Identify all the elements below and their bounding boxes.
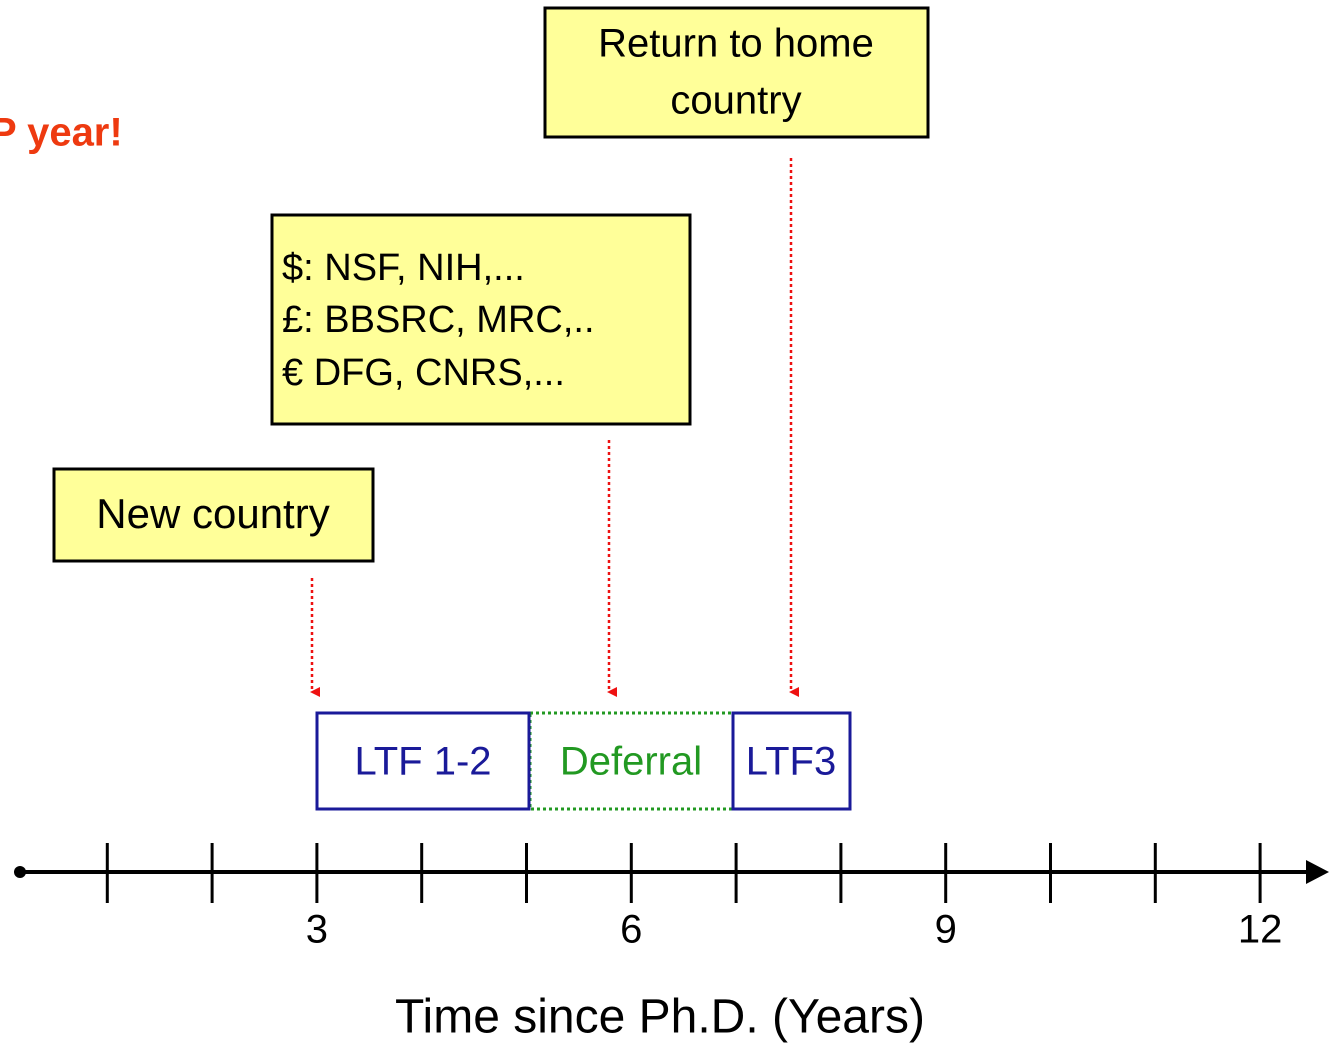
callout-box (52, 467, 375, 563)
axis-arrow (1306, 860, 1329, 884)
callout-text: $: NSF, NIH,... (282, 247, 525, 289)
title: P year! (0, 111, 123, 155)
tick-label: 9 (935, 908, 957, 952)
axis-origin (14, 866, 26, 878)
callout-box (543, 6, 930, 139)
tick-label: 3 (306, 908, 328, 952)
callout-text: Return to home (598, 22, 874, 66)
callout-box (270, 213, 692, 426)
callout-text: New country (96, 490, 329, 537)
period-label: Deferral (560, 740, 702, 784)
callout-text: € DFG, CNRS,... (282, 352, 565, 394)
tick-label: 6 (620, 908, 642, 952)
axis-label: Time since Ph.D. (Years) (395, 991, 925, 1044)
period-box (315, 711, 531, 811)
tick-label: 12 (1238, 908, 1283, 952)
period-label: LTF 1-2 (354, 740, 491, 784)
period-box (731, 711, 852, 811)
period-label: LTF3 (746, 740, 836, 784)
callout-text: country (670, 79, 801, 123)
callout-text: £: BBSRC, MRC,.. (282, 299, 595, 341)
axis (14, 860, 1329, 884)
